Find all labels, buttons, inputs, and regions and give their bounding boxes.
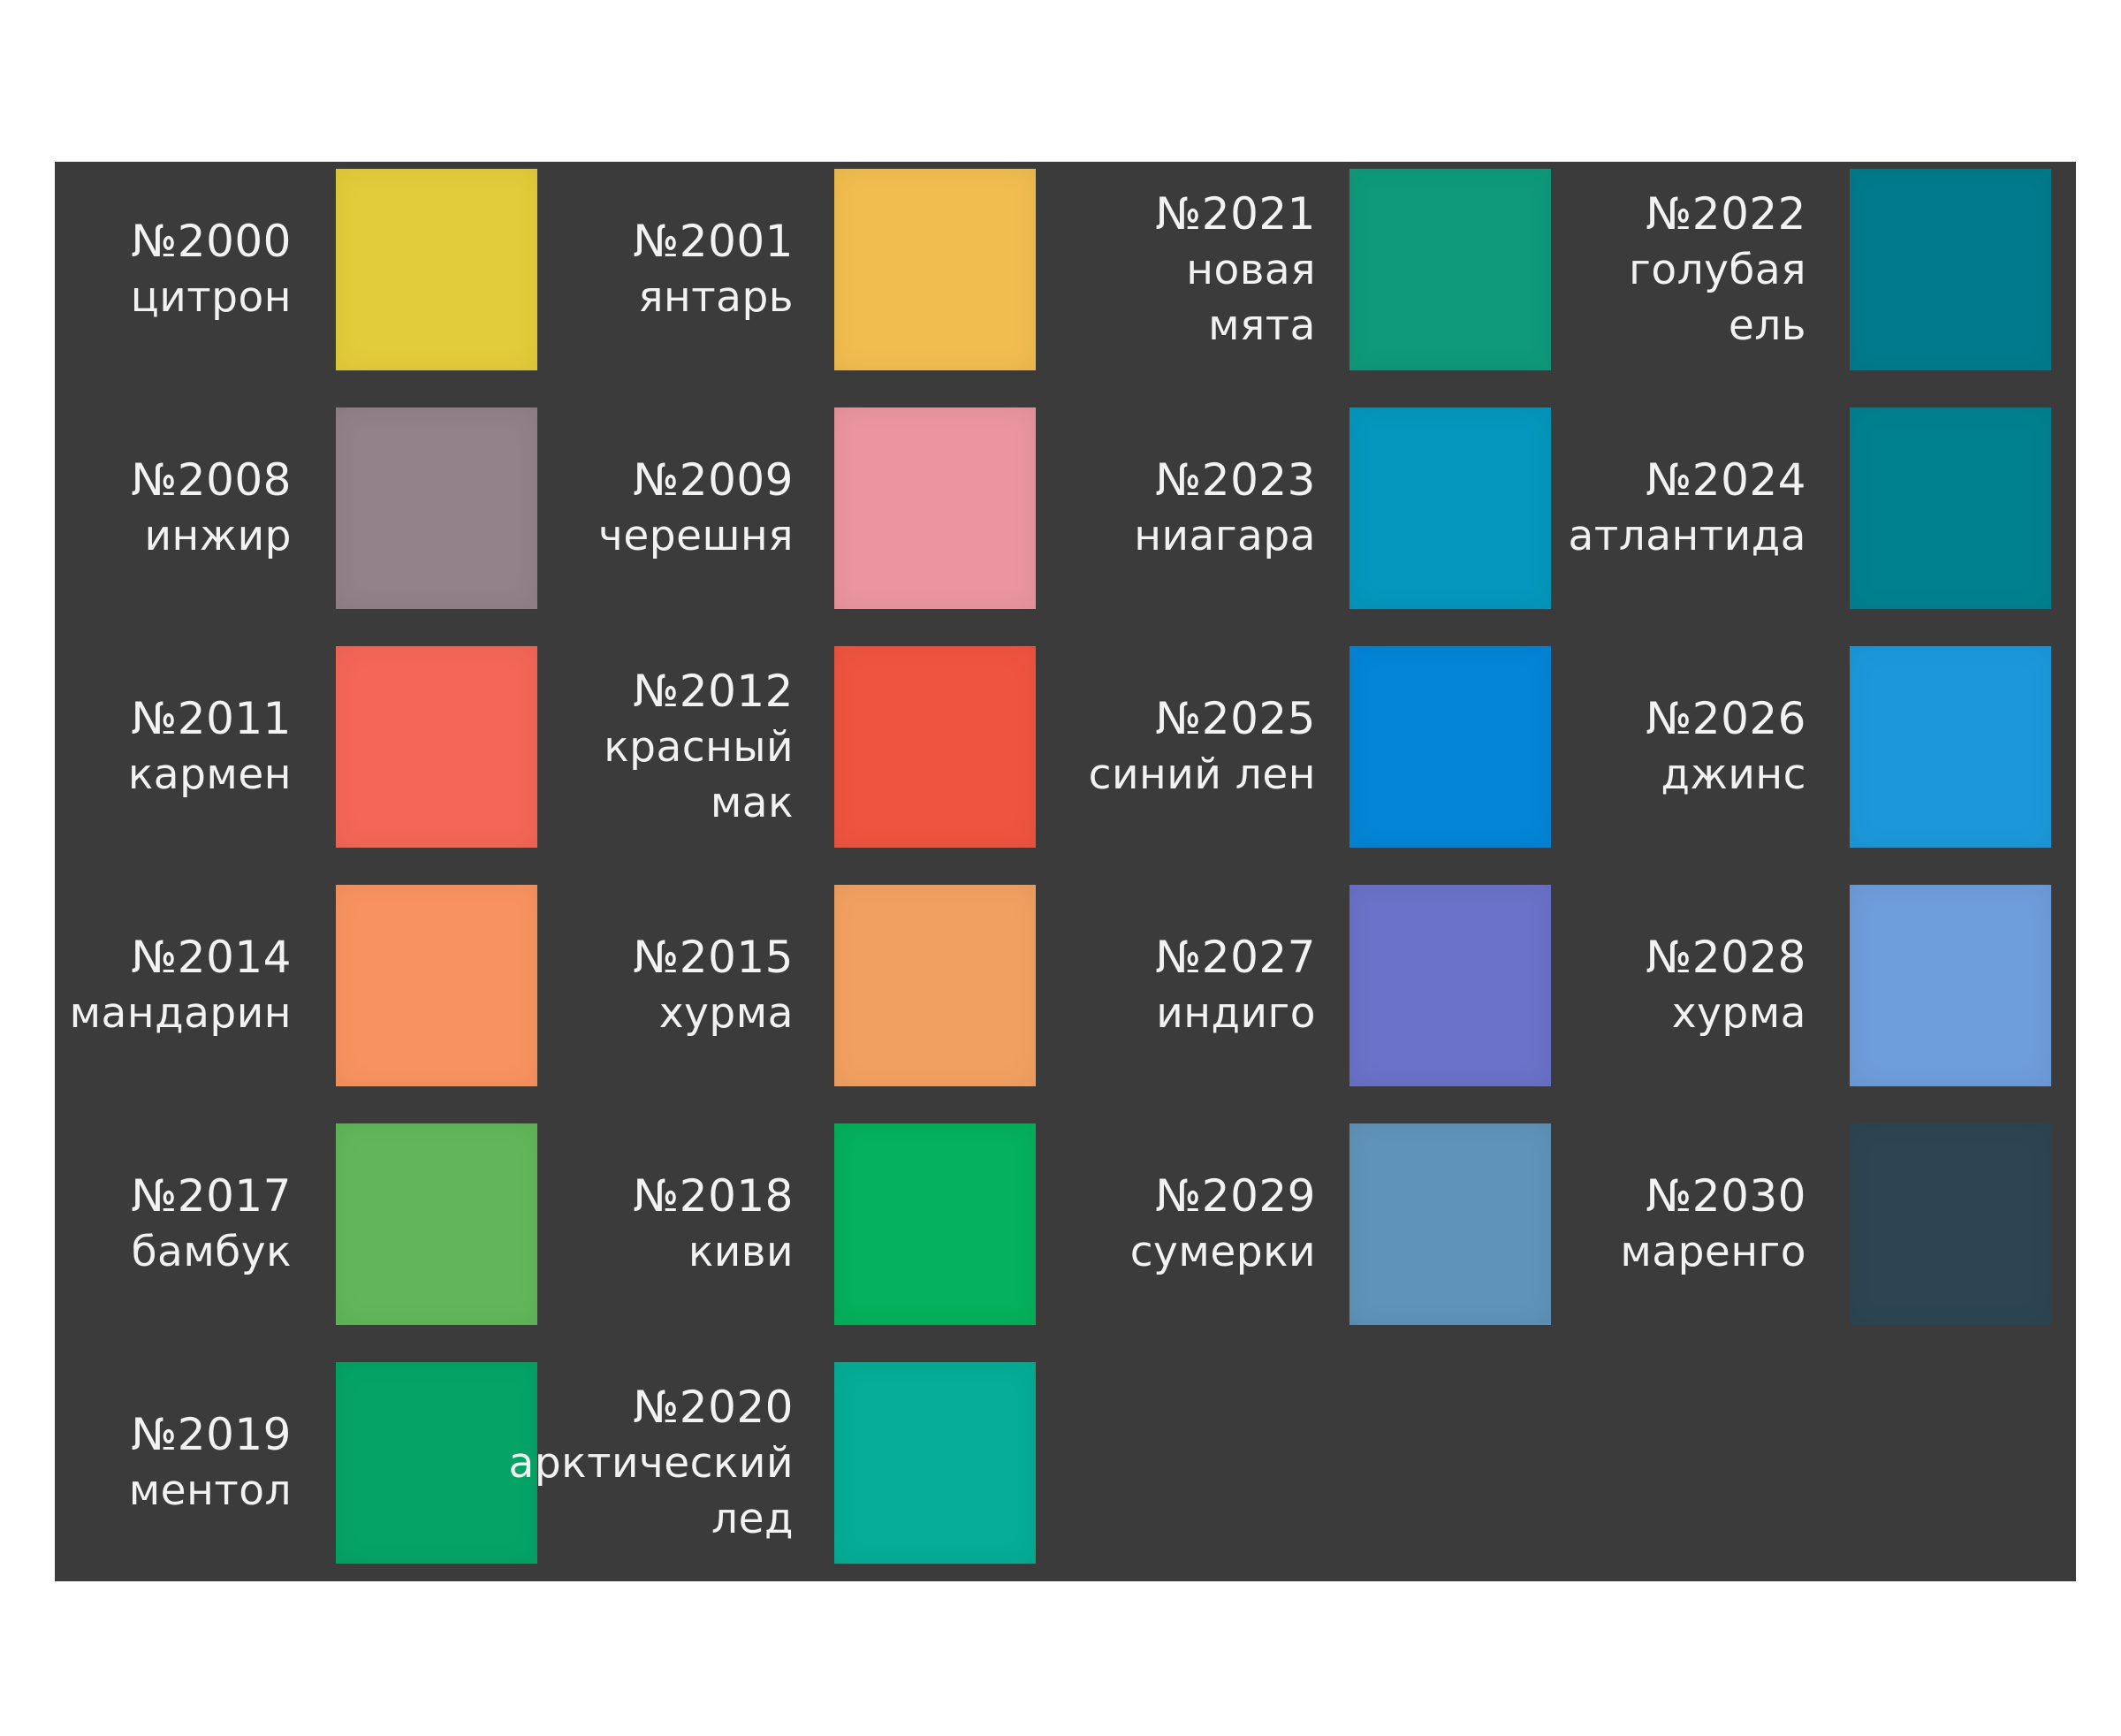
swatch-code: №2017 <box>131 1170 292 1222</box>
swatch-code: №2009 <box>633 454 794 506</box>
swatch-name: маренго <box>1620 1228 1806 1276</box>
swatch-code: №2018 <box>633 1170 794 1222</box>
swatch-label: №2018 киви <box>387 1123 794 1325</box>
swatch-code: №2027 <box>1155 932 1316 983</box>
swatch-label: №2019 ментол <box>0 1362 292 1564</box>
color-swatch <box>1850 407 2051 609</box>
color-swatch <box>1349 1123 1551 1325</box>
swatch-code: №2024 <box>1646 454 1806 506</box>
color-swatch <box>834 407 1036 609</box>
swatch-label: №2025 синий лен <box>909 646 1316 848</box>
swatch-code: №2011 <box>131 693 292 744</box>
color-chart-panel: №2000 цитрон №2001 янтарь №2021 новая мята №202… <box>55 162 2076 1581</box>
swatch-label: №2000 цитрон <box>0 169 292 370</box>
swatch-name: кармен <box>127 750 292 799</box>
swatch-name: арктический <box>508 1438 794 1488</box>
swatch-name: ментол <box>128 1466 292 1515</box>
swatch-code: №2022 <box>1646 187 1806 240</box>
swatch-label: №2023 ниагара <box>909 407 1316 609</box>
swatch-name: черешня <box>598 512 794 560</box>
color-swatch <box>1850 885 2051 1086</box>
swatch-name: янтарь <box>638 273 794 322</box>
swatch-code: №2001 <box>633 216 794 267</box>
swatch-code: №2026 <box>1646 693 1806 744</box>
swatch-label: №2028 хурма <box>1400 885 1806 1086</box>
swatch-name: киви <box>688 1228 794 1276</box>
swatch-name: новая <box>1186 245 1316 294</box>
color-swatch <box>1850 1123 2051 1325</box>
swatch-code: №2019 <box>131 1409 292 1460</box>
color-swatch <box>1850 646 2051 848</box>
swatch-name: красный <box>604 722 794 772</box>
swatch-label: №2012 красный мак <box>387 646 794 848</box>
swatch-name: джинс <box>1661 750 1806 799</box>
swatch-name: бамбук <box>131 1228 292 1276</box>
swatch-label: №2017 бамбук <box>0 1123 292 1325</box>
color-swatch <box>834 885 1036 1086</box>
swatch-code: №2023 <box>1155 454 1316 506</box>
color-swatch <box>834 1123 1036 1325</box>
swatch-code: №2025 <box>1155 693 1316 744</box>
color-swatch <box>834 646 1036 848</box>
swatch-label: №2021 новая мята <box>909 169 1316 370</box>
swatch-code: №2012 <box>633 665 794 717</box>
swatch-label: №2029 сумерки <box>909 1123 1316 1325</box>
swatch-code: №2015 <box>633 932 794 983</box>
swatch-code: №2021 <box>1155 187 1316 240</box>
swatch-label: №2027 индиго <box>909 885 1316 1086</box>
swatch-code: №2020 <box>633 1381 794 1433</box>
swatch-name: хурма <box>658 989 794 1038</box>
swatch-label: №2022 голубая ель <box>1400 169 1806 370</box>
swatch-label: №2009 черешня <box>387 407 794 609</box>
swatch-code: №2008 <box>131 454 292 506</box>
swatch-label: №2015 хурма <box>387 885 794 1086</box>
swatch-name: мята <box>1208 301 1316 350</box>
swatch-label: №2014 мандарин <box>0 885 292 1086</box>
swatch-name: мак <box>710 778 794 827</box>
swatch-label: №2008 инжир <box>0 407 292 609</box>
color-swatch <box>834 1362 1036 1564</box>
color-swatch <box>1349 169 1551 370</box>
swatch-label: №2001 янтарь <box>387 169 794 370</box>
color-swatch <box>1349 885 1551 1086</box>
color-swatch <box>336 646 537 848</box>
color-swatch <box>1349 407 1551 609</box>
swatch-name: хурма <box>1671 989 1806 1038</box>
swatch-label: №2026 джинс <box>1400 646 1806 848</box>
color-swatch <box>336 885 537 1086</box>
swatch-name: индиго <box>1156 989 1316 1038</box>
color-swatch <box>336 1123 537 1325</box>
swatch-name: синий лен <box>1088 750 1316 799</box>
swatch-name: инжир <box>144 512 292 560</box>
swatch-label: №2011 кармен <box>0 646 292 848</box>
swatch-name: ель <box>1728 301 1806 350</box>
swatch-code: №2028 <box>1646 932 1806 983</box>
swatch-code: №2000 <box>131 216 292 267</box>
swatch-code: №2029 <box>1155 1170 1316 1222</box>
color-swatch <box>336 169 537 370</box>
swatch-name: цитрон <box>130 273 292 322</box>
swatch-name: ниагара <box>1134 512 1316 560</box>
color-swatch <box>1850 169 2051 370</box>
swatch-code: №2030 <box>1646 1170 1806 1222</box>
swatch-label: №2020 арктический лед <box>387 1362 794 1564</box>
swatch-code: №2014 <box>131 932 292 983</box>
swatch-name: голубая <box>1629 245 1806 294</box>
color-swatch <box>1349 646 1551 848</box>
color-swatch <box>336 407 537 609</box>
swatch-name: атлантида <box>1568 512 1806 560</box>
swatch-name: мандарин <box>69 989 292 1038</box>
color-swatch <box>336 1362 537 1564</box>
swatch-label: №2024 атлантида <box>1400 407 1806 609</box>
swatch-label: №2030 маренго <box>1400 1123 1806 1325</box>
swatch-name: сумерки <box>1129 1228 1316 1276</box>
color-swatch <box>834 169 1036 370</box>
swatch-name: лед <box>711 1494 794 1543</box>
